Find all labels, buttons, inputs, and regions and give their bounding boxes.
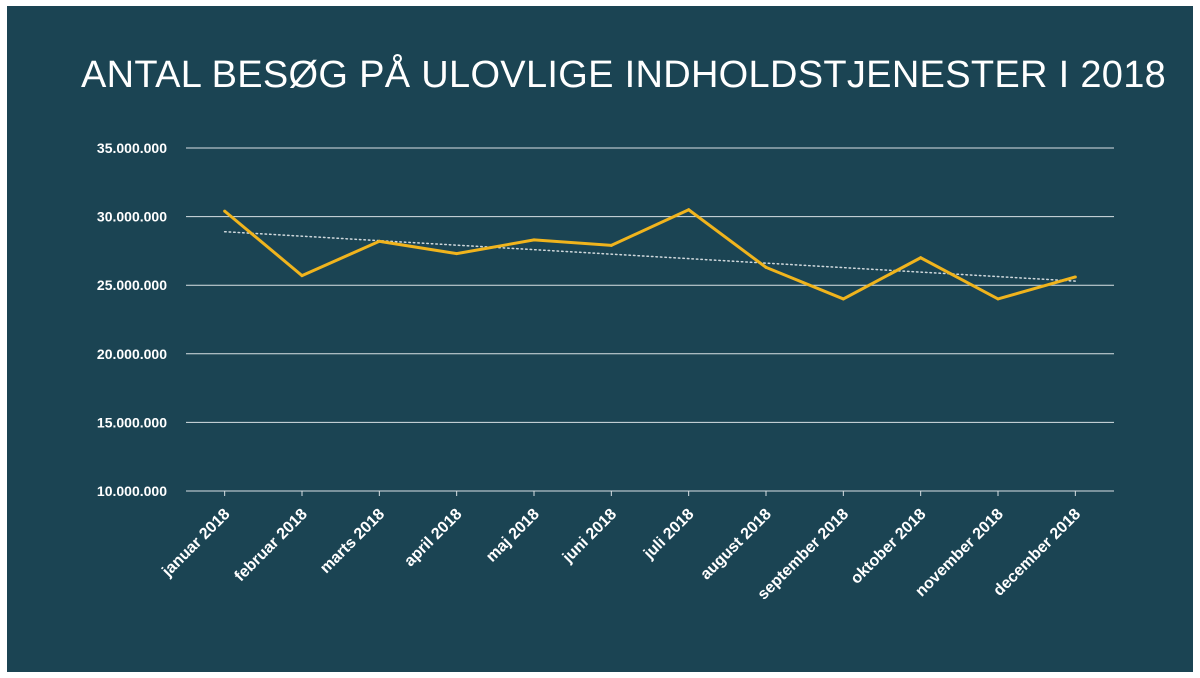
data-point [609, 243, 613, 247]
y-tick-label: 10.000.000 [97, 483, 167, 499]
data-point [300, 274, 304, 278]
data-point [919, 256, 923, 260]
x-tick-label: august 2018 [697, 506, 774, 583]
x-tick-label: januar 2018 [158, 506, 233, 581]
series-layer [223, 208, 1077, 301]
x-tick-label: juli 2018 [640, 506, 697, 563]
y-tick-label: 15.000.000 [97, 414, 167, 430]
data-point [1073, 275, 1077, 279]
x-tick-label: oktober 2018 [848, 506, 930, 588]
x-tick-label: maj 2018 [483, 506, 543, 566]
data-point [996, 297, 1000, 301]
y-tick-label: 35.000.000 [97, 140, 167, 156]
slide-background: ANTAL BESØG PÅ ULOVLIGE INDHOLDSTJENESTE… [7, 6, 1193, 672]
x-tick-label: februar 2018 [232, 506, 311, 585]
data-point [223, 209, 227, 213]
data-point [377, 239, 381, 243]
data-point [687, 208, 691, 212]
series-line [223, 208, 1076, 301]
y-tick-label: 30.000.000 [97, 209, 167, 225]
x-tick-label: april 2018 [401, 506, 465, 570]
x-tick-label: juni 2018 [559, 506, 620, 567]
gridlines [186, 147, 1114, 492]
chart-title: ANTAL BESØG PÅ ULOVLIGE INDHOLDSTJENESTE… [81, 54, 1167, 96]
y-axis-ticks: 10.000.000 15.000.000 20.000.000 25.000.000… [97, 140, 167, 499]
x-tick-label: marts 2018 [317, 506, 388, 577]
data-point [455, 252, 459, 256]
y-tick-label: 25.000.000 [97, 277, 167, 293]
data-point [841, 297, 845, 301]
y-tick-label: 20.000.000 [97, 346, 167, 362]
data-point [764, 265, 768, 269]
data-point [532, 238, 536, 242]
